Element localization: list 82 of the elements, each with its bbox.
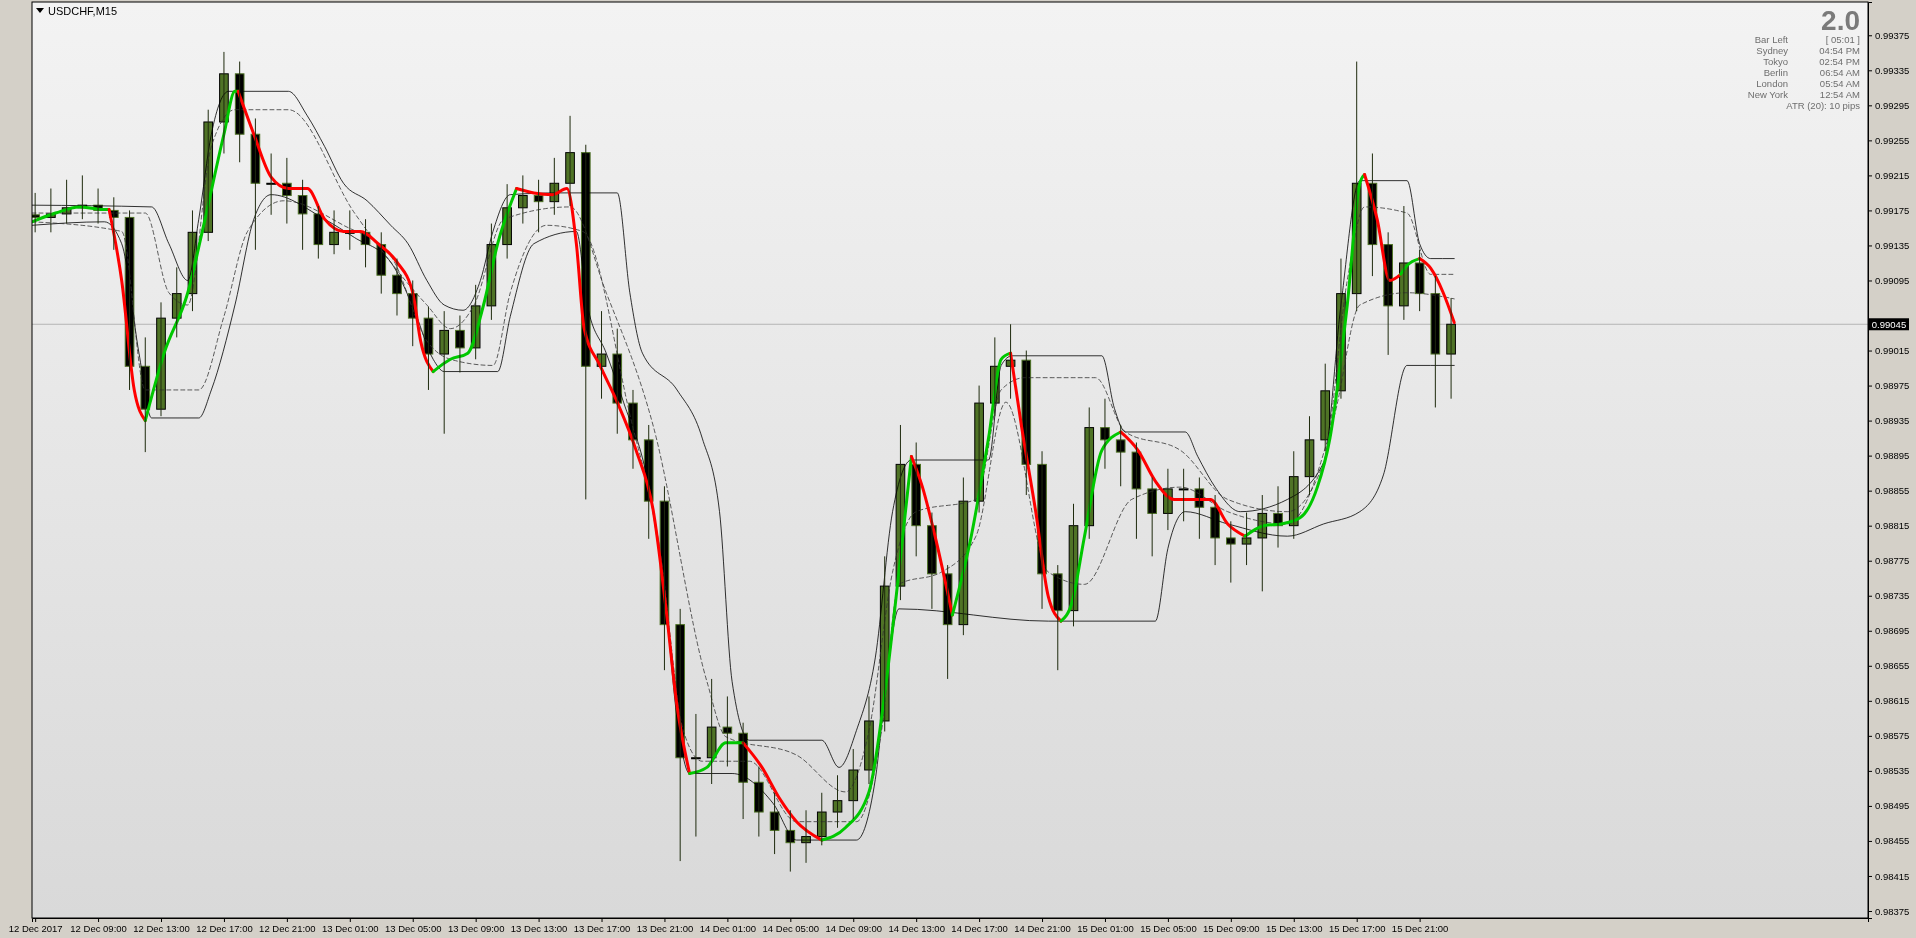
candlestick <box>1241 512 1252 566</box>
line-series <box>107 208 147 423</box>
candlestick <box>722 695 733 767</box>
y-tick-label: 0.98935 <box>1875 415 1910 427</box>
x-tick-label: 15 Dec 01:00 <box>1077 922 1134 934</box>
y-tick-label: 0.98855 <box>1875 485 1910 497</box>
x-tick-label: 12 Dec 13:00 <box>133 922 190 934</box>
y-tick-label: 0.98455 <box>1875 835 1910 847</box>
annotation: Bar Left <box>1754 34 1789 45</box>
x-tick-label: 14 Dec 21:00 <box>1014 922 1071 934</box>
annotation: 06:54 AM <box>1819 67 1861 78</box>
x-tick-label: 14 Dec 01:00 <box>699 922 757 934</box>
x-tick-label: 14 Dec 05:00 <box>762 922 820 934</box>
x-tick-label: 14 Dec 13:00 <box>888 922 945 934</box>
x-tick-label: 13 Dec 21:00 <box>636 922 694 934</box>
annotation: 04:54 PM <box>1819 45 1861 56</box>
x-tick-label: 15 Dec 05:00 <box>1140 922 1197 934</box>
x-tick-label: 15 Dec 13:00 <box>1266 922 1323 934</box>
x-tick-label: 14 Dec 09:00 <box>825 922 882 934</box>
candlestick <box>1178 468 1189 522</box>
x-tick-label: 12 Dec 17:00 <box>196 922 253 934</box>
annotation: [ 05:01 ] <box>1825 34 1860 45</box>
y-tick-label: 0.98775 <box>1875 555 1910 567</box>
y-tick-label: 0.98535 <box>1875 765 1910 777</box>
annotation: New York <box>1747 89 1789 100</box>
y-tick-label: 0.99335 <box>1875 64 1910 76</box>
x-tick-label: 13 Dec 13:00 <box>510 922 568 934</box>
y-tick-label: 0.98735 <box>1875 590 1910 602</box>
annotation: Sydney <box>1756 45 1789 56</box>
y-tick-label: 0.99255 <box>1875 134 1910 146</box>
x-tick-label: 12 Dec 09:00 <box>70 922 127 934</box>
x-tick-label: 13 Dec 05:00 <box>384 922 442 934</box>
y-tick-label: 0.99135 <box>1875 239 1910 251</box>
annotation: Tokyo <box>1763 56 1788 67</box>
annotation: 02:54 PM <box>1819 56 1861 67</box>
chart-title: USDCHF,M15 <box>48 5 118 17</box>
y-tick-label: 0.98375 <box>1875 905 1910 917</box>
annotation: 12:54 AM <box>1819 89 1861 100</box>
annotation: Berlin <box>1763 67 1788 78</box>
x-tick-label: 12 Dec 2017 <box>8 922 63 934</box>
y-tick-label: 0.99295 <box>1875 99 1910 111</box>
annotation: ATR (20): 10 pips <box>1786 100 1861 111</box>
y-tick-label: 0.98415 <box>1875 870 1910 882</box>
y-tick-label: 0.99095 <box>1875 275 1910 287</box>
candlestick <box>1414 249 1425 312</box>
y-tick-label: 0.98695 <box>1875 625 1910 637</box>
y-tick-label: 0.98495 <box>1875 800 1910 812</box>
line-series <box>820 455 913 842</box>
x-tick-label: 13 Dec 17:00 <box>573 922 631 934</box>
candlestick <box>439 310 450 435</box>
candlestick <box>1430 275 1441 408</box>
annotation: 2.0 <box>1821 5 1860 36</box>
annotation: London <box>1756 78 1788 89</box>
x-tick-label: 15 Dec 21:00 <box>1391 922 1449 934</box>
candlestick <box>1052 564 1063 671</box>
y-tick-label: 0.98895 <box>1875 450 1910 462</box>
y-tick-label: 0.98615 <box>1875 695 1910 707</box>
line-series <box>741 741 824 842</box>
y-tick-label: 0.98575 <box>1875 730 1910 742</box>
candlestick <box>1115 424 1126 487</box>
candlestick <box>533 179 544 233</box>
y-tick-label: 0.99375 <box>1875 29 1910 41</box>
candlestick <box>1226 520 1236 584</box>
candlestick <box>1147 477 1157 557</box>
x-tick-label: 15 Dec 17:00 <box>1328 922 1386 934</box>
ref-line-label: 0.99045 <box>1871 319 1907 331</box>
line-series <box>431 187 519 374</box>
x-tick-label: 14 Dec 17:00 <box>951 922 1008 934</box>
x-tick-label: 12 Dec 21:00 <box>259 922 316 934</box>
y-tick-label: 0.98655 <box>1875 660 1910 672</box>
y-tick-label: 0.98815 <box>1875 520 1910 532</box>
y-tick-label: 0.99015 <box>1875 345 1910 357</box>
x-tick-label: 13 Dec 01:00 <box>322 922 379 934</box>
y-tick-label: 0.99215 <box>1875 169 1910 181</box>
candlestick <box>1131 441 1142 540</box>
line-series <box>1363 173 1403 282</box>
line-series <box>1059 430 1123 623</box>
x-tick-label: 15 Dec 09:00 <box>1203 922 1260 934</box>
y-tick-label: 0.99175 <box>1875 204 1910 216</box>
y-tick-label: 0.98975 <box>1875 380 1910 392</box>
x-tick-label: 13 Dec 09:00 <box>447 922 505 934</box>
annotation: 05:54 AM <box>1819 78 1861 89</box>
